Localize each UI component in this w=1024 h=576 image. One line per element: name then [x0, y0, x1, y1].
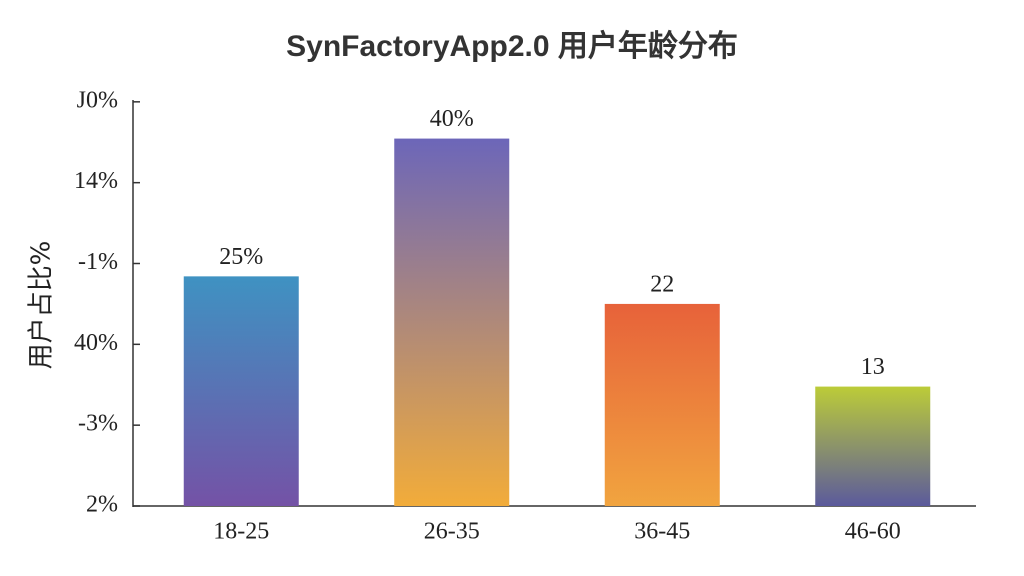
- bar: [394, 138, 510, 506]
- y-tick-label: -1%: [78, 249, 118, 275]
- y-tick-label: 2%: [86, 492, 118, 518]
- y-axis-label: 用户占比%: [27, 241, 57, 370]
- x-tick-label: 46-60: [845, 519, 901, 545]
- y-tick-label: J0%: [77, 87, 118, 113]
- chart-title: SynFactoryApp2.0 用户年龄分布: [286, 30, 738, 63]
- data-label: 40%: [430, 106, 474, 132]
- bar: [183, 276, 299, 506]
- x-tick-label: 26-35: [424, 519, 480, 545]
- data-label: 13: [861, 354, 885, 380]
- x-tick-label: 36-45: [634, 519, 690, 545]
- data-label: 25%: [219, 244, 263, 270]
- x-tick-label: 18-25: [213, 519, 269, 545]
- y-tick-label: 40%: [74, 330, 118, 356]
- bar: [815, 386, 931, 506]
- data-label: 22: [650, 271, 674, 297]
- y-tick-label: 14%: [74, 168, 118, 194]
- y-tick-label: -3%: [78, 411, 118, 437]
- bar: [604, 303, 720, 506]
